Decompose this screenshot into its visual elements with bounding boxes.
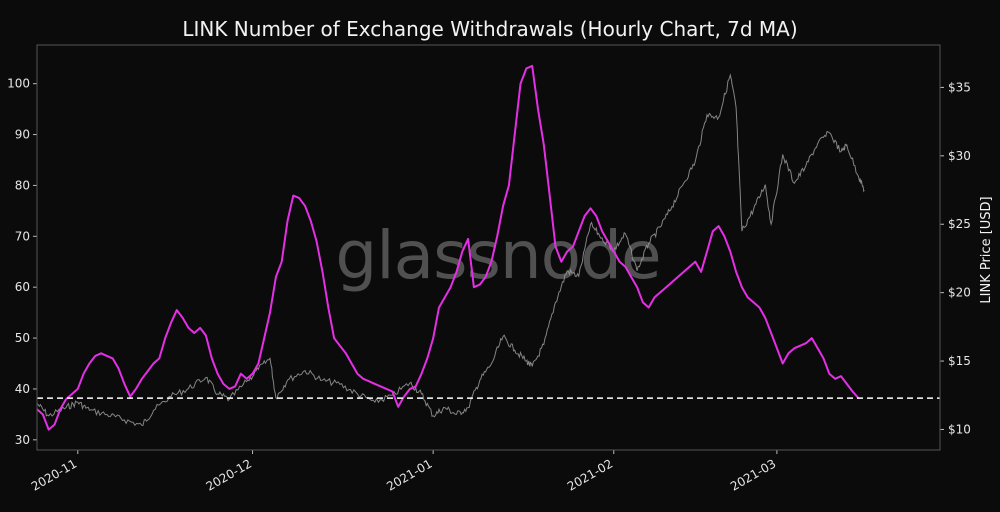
y-left-tick-label: 30	[15, 433, 30, 447]
y-left-tick-label: 70	[15, 229, 30, 243]
y-right-tick-label: $10	[948, 422, 971, 436]
y-right-tick-label: $20	[948, 286, 971, 300]
y-left-tick-label: 90	[15, 128, 30, 142]
withdrawals-line	[36, 64, 860, 431]
y-right-axis-label: LINK Price [USD]	[979, 196, 994, 303]
y-right-tick-label: $15	[948, 354, 971, 368]
y-left-tick-label: 100	[7, 77, 30, 91]
chart-title: LINK Number of Exchange Withdrawals (Hou…	[182, 17, 797, 41]
y-right-tick-label: $25	[948, 217, 971, 231]
y-right-tick-label: $30	[948, 149, 971, 163]
y-left-tick-label: 50	[15, 331, 30, 345]
y-left-tick-label: 60	[15, 280, 30, 294]
y-left-tick-label: 40	[15, 382, 30, 396]
price-line	[36, 73, 865, 427]
plot-frame	[36, 44, 941, 451]
y-left-tick-label: 80	[15, 178, 30, 192]
y-right-tick-label: $35	[948, 80, 971, 94]
